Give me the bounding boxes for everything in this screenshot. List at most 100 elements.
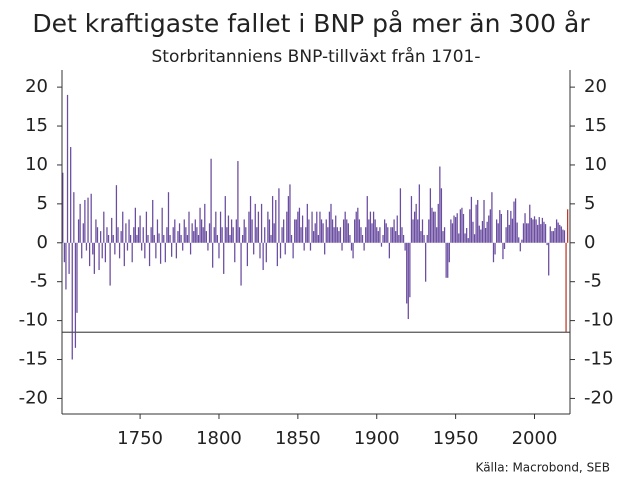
bar [271, 196, 274, 243]
bar [470, 196, 473, 243]
bar [213, 227, 215, 243]
bar [254, 203, 256, 243]
bar [85, 242, 88, 251]
bar [404, 242, 406, 251]
bar [235, 219, 237, 243]
bar [294, 219, 296, 243]
x-tick-label: 2000 [512, 428, 558, 449]
bar [196, 227, 198, 243]
bar [273, 223, 275, 243]
bar [92, 242, 94, 255]
bar [347, 223, 349, 243]
bar [84, 199, 86, 243]
bar [546, 242, 548, 246]
bar [327, 227, 329, 243]
bar [177, 231, 179, 243]
bar [477, 199, 479, 243]
bar [70, 147, 72, 243]
bar [219, 211, 222, 243]
bar [440, 188, 443, 243]
bar [544, 224, 547, 243]
bar [426, 234, 428, 243]
bar [303, 242, 305, 251]
bar [305, 227, 307, 243]
bar [514, 198, 517, 243]
bar [286, 211, 288, 243]
bar [180, 234, 182, 243]
bar [341, 242, 343, 251]
bar [66, 94, 69, 243]
bar [494, 242, 496, 255]
bar [278, 188, 280, 243]
bar [541, 217, 544, 243]
bar [284, 242, 286, 255]
bar [98, 242, 100, 271]
bar [298, 207, 301, 243]
bar [406, 242, 408, 304]
bar [459, 209, 461, 243]
bar [104, 242, 107, 263]
bar [522, 223, 525, 243]
bar [240, 242, 242, 286]
bar [333, 227, 335, 243]
bar [462, 213, 465, 243]
bar [518, 237, 520, 243]
bar [500, 213, 503, 243]
bar [387, 227, 389, 243]
bar [491, 192, 493, 243]
bar [221, 227, 223, 243]
bar [166, 227, 168, 243]
chart-title: Det kraftigaste fallet i BNP på mer än 3… [32, 9, 590, 38]
bar [410, 196, 413, 243]
bar [320, 219, 323, 243]
bar [182, 242, 184, 251]
bar [68, 242, 70, 274]
bar [290, 234, 293, 243]
x-tick-label: 1750 [117, 428, 163, 449]
bar [443, 227, 446, 243]
bar [117, 227, 119, 243]
bar [349, 234, 351, 243]
bar [540, 224, 542, 243]
bar [309, 242, 312, 251]
bar [319, 211, 321, 243]
bar [316, 211, 318, 243]
bar [361, 234, 364, 243]
bar [279, 242, 282, 259]
bar [112, 234, 114, 243]
y2-tick-label: 15 [584, 115, 607, 136]
bar [552, 231, 555, 243]
bar [451, 223, 454, 243]
bar [62, 172, 64, 243]
bar [395, 231, 397, 243]
bar [510, 210, 512, 243]
bar [369, 211, 372, 243]
bar [144, 242, 146, 259]
bar [543, 221, 545, 243]
bar [432, 211, 435, 243]
bar [101, 242, 103, 259]
bar [155, 242, 157, 259]
bar [478, 225, 480, 243]
bar [398, 234, 400, 243]
bar [71, 242, 73, 360]
bar [210, 158, 212, 243]
bar [442, 231, 444, 243]
bar [555, 219, 558, 243]
bar [508, 224, 510, 243]
bar [95, 219, 97, 243]
bar [537, 224, 539, 243]
y2-tick-label: -15 [584, 349, 613, 370]
bar [380, 242, 383, 247]
bar [81, 242, 83, 259]
bar [503, 242, 506, 250]
bar [499, 210, 501, 243]
bar [415, 203, 417, 243]
bar [407, 242, 409, 320]
bar [346, 219, 348, 243]
bar [65, 242, 67, 290]
bar [445, 242, 447, 278]
bar [450, 219, 452, 243]
bar [281, 227, 283, 243]
bar [532, 219, 534, 243]
